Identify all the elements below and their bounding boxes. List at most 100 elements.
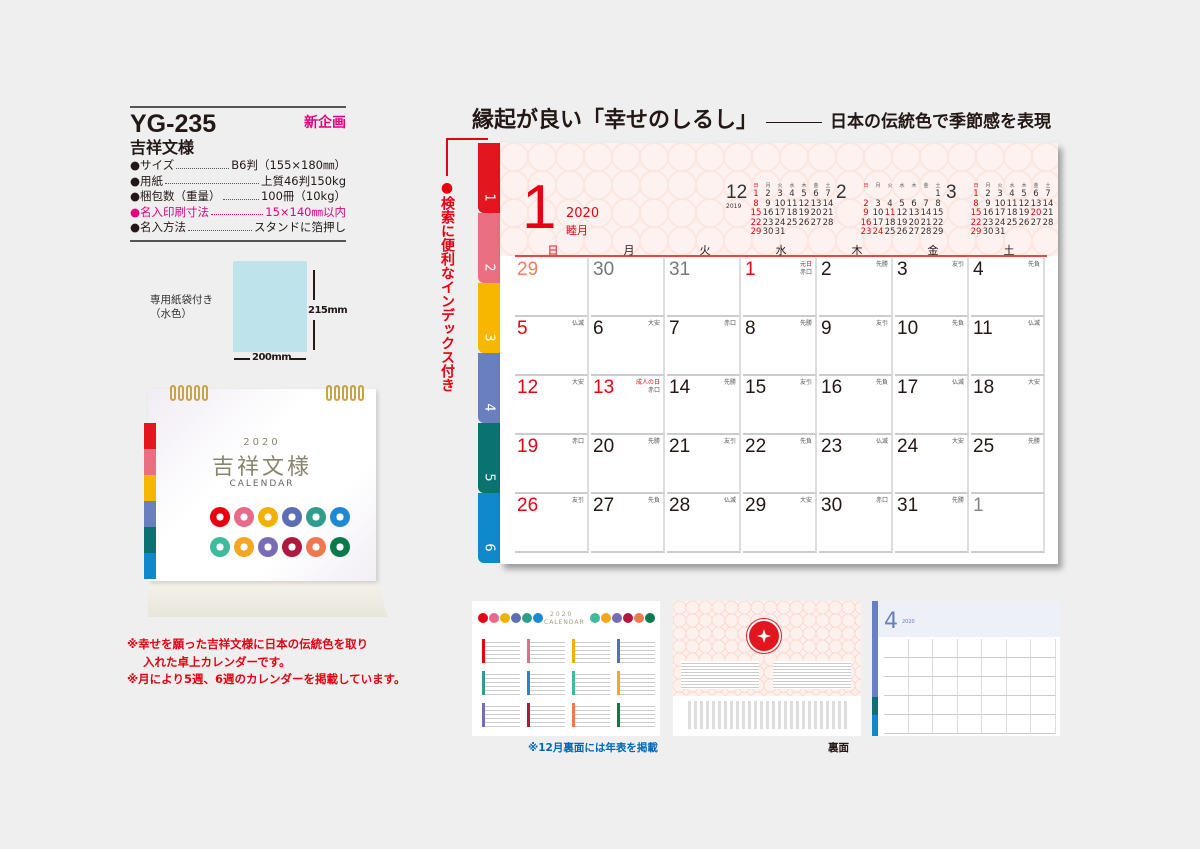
- rokuyo: 大安: [800, 497, 812, 505]
- day-number: 8: [745, 318, 756, 339]
- weekday-label: 日: [547, 244, 559, 257]
- cover-title: 吉祥文様: [211, 455, 312, 480]
- rokuyo: 友引: [572, 497, 584, 505]
- day-number: 31: [897, 495, 919, 516]
- mini-week: 23 24 25 26 27 28 29: [860, 227, 944, 238]
- motif-icon: [645, 613, 655, 623]
- mini-day: 26: [1018, 217, 1030, 228]
- day-number: 2: [821, 259, 832, 280]
- thumb-grid: [884, 639, 1056, 735]
- thumb-cell: [982, 639, 1007, 658]
- mini-day: 1: [973, 189, 979, 199]
- thumb-cell: [933, 639, 958, 658]
- mini-day: [1030, 228, 1042, 238]
- mini-day: 29: [750, 227, 762, 237]
- mini-day: 6: [813, 189, 819, 199]
- thumb-month-block: [527, 639, 565, 663]
- day-number: 30: [593, 259, 615, 280]
- mini-day: 1: [753, 189, 759, 199]
- mini-day: 5: [1021, 189, 1027, 199]
- ring-icon: [178, 385, 184, 401]
- rokuyo: 先勝: [1028, 438, 1040, 446]
- rokuyo: 先負: [648, 497, 660, 505]
- thumb-text: [681, 661, 759, 689]
- thumb-cell: [908, 677, 934, 696]
- mini-day: 12: [798, 198, 810, 209]
- mini-day: 15: [970, 208, 982, 218]
- day-cell: 6 大安: [591, 317, 665, 376]
- mini-day: 6: [1033, 189, 1039, 199]
- callout-line: [446, 138, 448, 176]
- rokuyo-label: 先負: [951, 320, 964, 327]
- rokuyo-label: 赤口: [647, 387, 660, 394]
- motif-icon: [234, 507, 254, 527]
- rokuyo-label: 大安: [951, 438, 964, 445]
- index-tab-3[interactable]: 3: [478, 283, 500, 353]
- day-number: 19: [517, 436, 539, 457]
- day-cell: 5 仏滅: [515, 317, 589, 376]
- motif-icon: [634, 613, 644, 623]
- rokuyo-label: 友引: [799, 379, 812, 386]
- motif-icon: [282, 537, 302, 557]
- index-tab-5[interactable]: 5: [478, 423, 500, 493]
- motif-icon: [234, 537, 254, 557]
- thumb-mini-calendars: [685, 701, 849, 729]
- index-tab-6[interactable]: 6: [478, 493, 500, 563]
- mini-day: 3: [875, 198, 881, 209]
- arrow-right-icon: [290, 358, 306, 360]
- mini-day: 21: [920, 217, 932, 228]
- mini-year: 2019: [726, 203, 742, 210]
- day-cell: 1: [971, 494, 1045, 553]
- mini-day: [786, 228, 798, 238]
- leader-dots: [188, 220, 252, 231]
- mini-day: 15: [750, 208, 762, 218]
- thumb-cell: [1031, 715, 1056, 734]
- thumb-cell: [933, 677, 958, 696]
- mini-day: 7: [825, 189, 831, 199]
- thumb-cell: [884, 696, 909, 715]
- mini-day: 19: [798, 208, 810, 218]
- thumb-cell: [908, 696, 934, 715]
- cover-index-tabs: [144, 423, 156, 579]
- mini-day: 23: [982, 217, 994, 228]
- mini-day: 14: [920, 208, 932, 218]
- mini-day: 10: [872, 208, 884, 218]
- mini-day: 24: [994, 217, 1006, 228]
- mini-weekday: 土: [1045, 183, 1051, 189]
- day-cell: 2 先勝: [819, 258, 893, 317]
- thumb-month-block: [527, 703, 565, 727]
- mini-day: 2: [985, 189, 991, 199]
- thumbnail-april: 4 2020: [872, 601, 1060, 736]
- mini-heading: 12 2019: [726, 183, 750, 211]
- index-tab-4[interactable]: 4: [478, 353, 500, 423]
- mini-day: 18: [1006, 208, 1018, 218]
- mini-day: 20: [1030, 208, 1042, 218]
- thumb-cell: [1031, 658, 1056, 677]
- leader-dots: [165, 174, 259, 184]
- index-tab-1[interactable]: 1: [478, 143, 500, 213]
- day-number: 26: [517, 495, 539, 516]
- mini-day: 25: [884, 227, 896, 237]
- product-notes: ※幸せを願った吉祥文様に日本の伝統色を取り 入れた卓上カレンダーです。 ※月によ…: [127, 636, 405, 689]
- index-tab-2[interactable]: 2: [478, 213, 500, 283]
- mini-week: 29 30 31: [970, 227, 1054, 238]
- mini-day: 26: [798, 217, 810, 228]
- day-number: 23: [821, 436, 843, 457]
- mini-weekday: 火: [887, 183, 893, 189]
- mini-day: 5: [899, 198, 905, 209]
- rokuyo: 赤口: [572, 438, 584, 446]
- tab-label: 1: [481, 193, 497, 202]
- mini-day: 23: [762, 217, 774, 228]
- mini-day: 23: [860, 227, 872, 237]
- day-number: 12: [517, 377, 539, 398]
- mini-day: 11: [884, 208, 896, 218]
- thumb-cell: [1031, 677, 1056, 696]
- rokuyo: 赤口: [876, 497, 888, 505]
- weekday-label: 金: [927, 244, 939, 257]
- mini-weekday: 木: [1021, 183, 1027, 189]
- rokuyo: 友引: [724, 438, 736, 446]
- rokuyo-label: 仏滅: [1027, 320, 1040, 327]
- mini-day: 11: [786, 198, 798, 209]
- thumb-month-block: [617, 671, 655, 695]
